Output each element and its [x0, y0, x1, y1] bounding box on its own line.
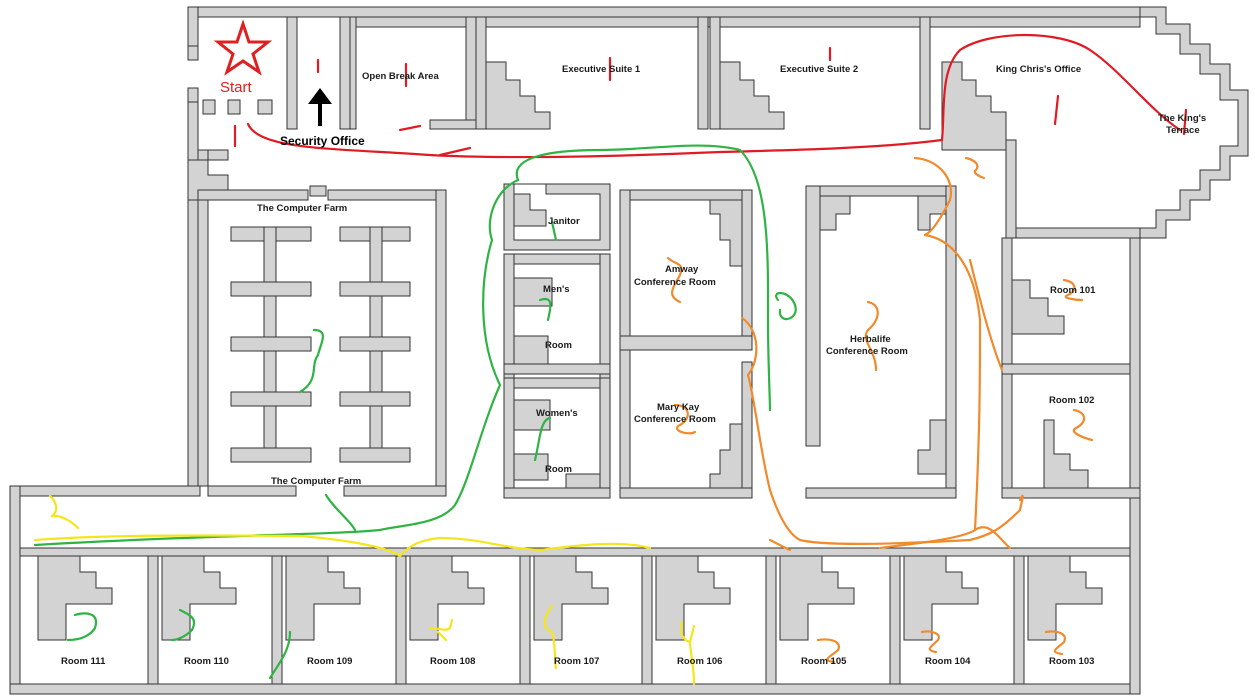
orange-route: [666, 156, 1094, 664]
red-route: [233, 33, 1188, 159]
computer-farm: [187, 159, 447, 497]
entrance-blocks: [187, 45, 273, 115]
east-rooms: [1001, 237, 1141, 499]
label-herbalife-2: Conference Room: [826, 346, 908, 357]
green-route: [33, 144, 797, 680]
label-kings-terrace-1: The King's: [1158, 113, 1206, 124]
label-room-109: Room 109: [307, 656, 352, 667]
label-room-105: Room 105: [801, 656, 847, 667]
bottom-rooms: [19, 547, 1131, 685]
label-room-102: Room 102: [1049, 395, 1094, 406]
label-room-103: Room 103: [1049, 656, 1094, 667]
label-room-111: Room 111: [61, 656, 106, 667]
label-executive-suite-2: Executive Suite 2: [780, 64, 858, 75]
label-room-104: Room 104: [925, 656, 971, 667]
label-mary-kay-1: Mary Kay: [657, 402, 700, 413]
label-king-chris-office: King Chris's Office: [996, 64, 1081, 75]
label-amway-1: Amway: [665, 264, 699, 275]
label-room-108: Room 108: [430, 656, 475, 667]
label-womens: Women's: [536, 408, 578, 419]
label-computer-farm-top: The Computer Farm: [257, 203, 347, 214]
label-executive-suite-1: Executive Suite 1: [562, 64, 641, 75]
yellow-route: [33, 494, 696, 686]
label-mens: Men's: [543, 284, 570, 295]
label-computer-farm-bottom: The Computer Farm: [271, 476, 361, 487]
label-amway-2: Conference Room: [634, 277, 716, 288]
start-label: Start: [220, 79, 253, 96]
label-room-101: Room 101: [1050, 285, 1096, 296]
label-janitor: Janitor: [548, 216, 580, 227]
label-herbalife-1: Herbalife: [850, 334, 891, 345]
label-mary-kay-2: Conference Room: [634, 414, 716, 425]
central-block: [503, 183, 753, 499]
herbalife-block: [805, 185, 957, 499]
label-open-break-area: Open Break Area: [362, 71, 439, 82]
label-room-110: Room 110: [184, 656, 229, 667]
label-room-106: Room 106: [677, 656, 722, 667]
top-rooms: [286, 6, 1249, 239]
label-mens-room: Room: [545, 340, 572, 351]
room-labels: Open Break Area Executive Suite 1 Execut…: [61, 64, 1206, 667]
label-kings-terrace-2: Terrace: [1166, 125, 1200, 136]
up-arrow-icon: [308, 88, 332, 126]
label-womens-room: Room: [545, 464, 572, 475]
start-star-icon: [213, 19, 273, 76]
label-room-107: Room 107: [554, 656, 599, 667]
label-security-office: Security Office: [280, 134, 365, 148]
start-marker: Start: [213, 19, 273, 96]
